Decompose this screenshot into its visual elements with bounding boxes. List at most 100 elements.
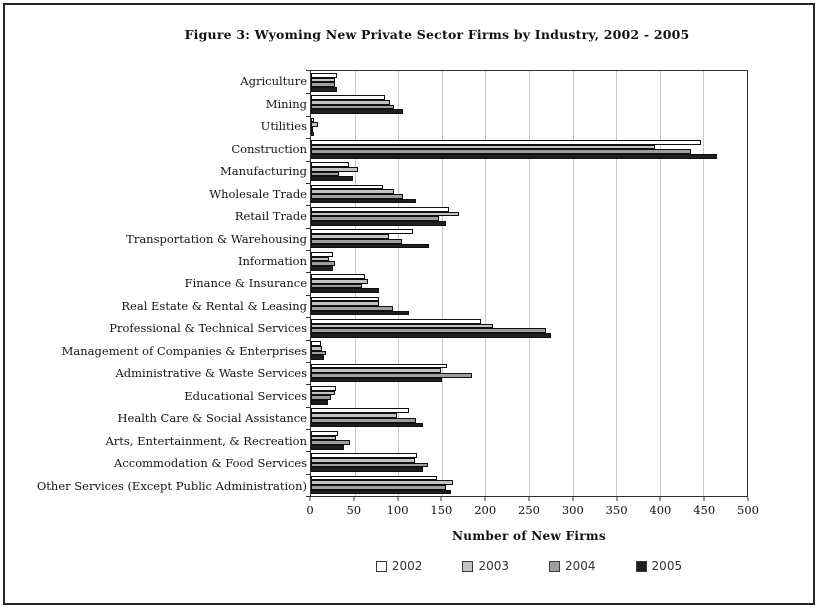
legend-swatch-2002	[375, 560, 387, 572]
bar-2003	[311, 457, 415, 463]
bar-2004	[311, 126, 313, 132]
category-label: Manufacturing	[220, 164, 307, 179]
x-tick-label: 300	[561, 503, 584, 517]
bar-2002	[311, 430, 339, 436]
bar-2005	[311, 400, 329, 405]
bar-group	[306, 384, 747, 409]
bar-group	[306, 429, 747, 453]
bar-2004	[311, 104, 394, 110]
bar-2002	[311, 72, 338, 78]
category-label: Information	[237, 253, 307, 268]
x-tick-mark	[747, 497, 749, 501]
bar-2004	[311, 373, 473, 378]
bar-2003	[311, 368, 441, 374]
bar-2005	[311, 221, 447, 226]
bar-2005	[311, 288, 380, 293]
bar-2002	[311, 162, 350, 167]
bar-2003	[311, 413, 398, 418]
category-label: Administrative & Waste Services	[115, 366, 307, 381]
bar-group	[306, 116, 747, 140]
bar-2002	[311, 363, 448, 369]
x-tick-label: 500	[737, 503, 759, 517]
category-label: Real Estate & Rental & Leasing	[121, 298, 307, 313]
x-tick-label: 50	[346, 503, 362, 517]
gridline	[659, 71, 661, 496]
bar-2005	[311, 176, 353, 182]
x-tick-mark	[572, 497, 574, 501]
category-label: Transportation & Warehousing	[126, 231, 307, 246]
x-tick-label: 200	[474, 503, 497, 517]
bar-2005	[311, 467, 424, 472]
bar-2004	[311, 417, 416, 423]
bar-2005	[311, 333, 551, 338]
bar-2003	[311, 256, 330, 262]
bar-2004	[311, 171, 339, 177]
bar-group	[306, 451, 747, 476]
bar-2002	[311, 386, 337, 391]
legend-label: 2004	[565, 559, 596, 573]
bar-group	[306, 138, 747, 162]
x-tick-mark	[353, 497, 355, 501]
bar-2003	[311, 435, 337, 441]
gridline	[616, 71, 618, 496]
bar-group	[306, 407, 747, 431]
bar-group	[306, 295, 747, 319]
bar-2004	[311, 305, 393, 311]
legend-item-2003: 2003	[462, 559, 509, 573]
bar-2004	[311, 283, 362, 289]
category-label: Educational Services	[184, 388, 307, 403]
bar-2002	[311, 139, 701, 145]
x-tick-label: 0	[306, 503, 314, 517]
x-tick-label: 350	[605, 503, 628, 517]
bar-2002	[311, 318, 482, 324]
bar-2003	[311, 390, 335, 396]
bar-2005	[311, 355, 325, 361]
bar-2003	[311, 189, 394, 195]
bar-2003	[311, 323, 494, 329]
category-label: Wholesale Trade	[209, 186, 307, 201]
bar-2004	[311, 350, 326, 356]
bar-2004	[311, 328, 547, 333]
category-label: Accommodation & Food Services	[114, 456, 307, 471]
x-tick-label: 400	[649, 503, 672, 517]
legend-swatch-2003	[462, 560, 474, 572]
bar-2002	[311, 296, 380, 302]
bar-2003	[311, 346, 323, 351]
x-tick-mark	[484, 497, 486, 501]
category-label: Arts, Entertainment, & Recreation	[105, 433, 307, 448]
bar-2005	[311, 422, 423, 428]
category-label: Retail Trade	[234, 209, 307, 224]
bar-2002	[311, 207, 449, 212]
plot-area	[306, 70, 748, 498]
bar-2005	[311, 198, 416, 204]
bar-group	[306, 340, 747, 364]
bar-2003	[311, 278, 368, 284]
bar-2004	[311, 484, 447, 490]
bar-2005	[311, 86, 338, 92]
bar-2003	[311, 144, 656, 150]
bar-2003	[311, 122, 318, 127]
legend: 2002 2003 2004 2005	[310, 556, 748, 576]
x-tick-label: 450	[693, 503, 716, 517]
bar-2005	[311, 154, 718, 159]
gridline	[529, 71, 530, 496]
bar-2002	[311, 229, 414, 235]
bar-group	[306, 183, 747, 207]
bar-2002	[311, 117, 315, 123]
legend-item-2004: 2004	[549, 559, 596, 573]
bar-group	[306, 250, 747, 274]
bar-2003	[311, 211, 460, 217]
bar-2005	[311, 265, 333, 271]
category-label: Professional & Technical Services	[109, 321, 307, 336]
bar-group	[306, 474, 747, 498]
bar-2005	[311, 243, 429, 249]
legend-item-2002: 2002	[375, 559, 422, 573]
gridline	[398, 71, 400, 496]
bar-2004	[311, 261, 336, 266]
bar-2005	[311, 444, 345, 450]
bar-2004	[311, 216, 440, 222]
gridline	[441, 71, 443, 496]
bar-2003	[311, 480, 454, 485]
bar-group	[306, 93, 747, 118]
bar-2002	[311, 453, 417, 458]
